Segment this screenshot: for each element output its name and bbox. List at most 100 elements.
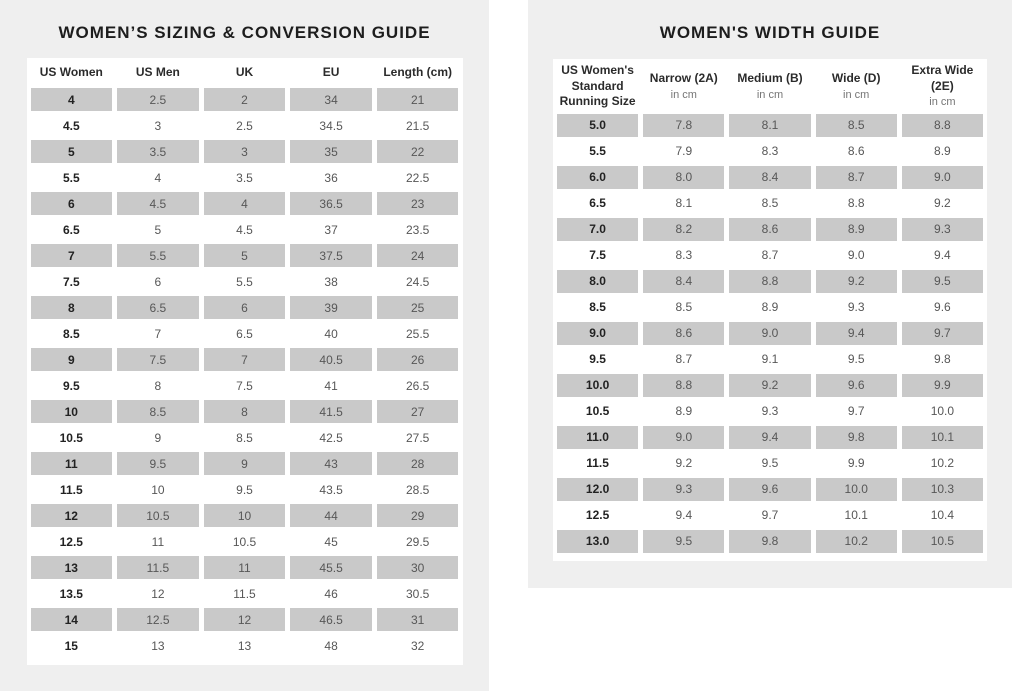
column-header: Medium (B) in cm	[729, 71, 810, 102]
table-cell: 7.0	[557, 217, 639, 241]
table-cell: 8.4	[729, 165, 811, 189]
table-cell: 21.5	[406, 118, 430, 133]
table-cell: 6	[154, 274, 162, 289]
table-cell: 8.7	[815, 165, 897, 189]
table-cell: 9.4	[729, 425, 811, 449]
table-row: 9.0 8.6 9.0 9.4 9.7	[557, 321, 983, 345]
table-row: 10.5 8.9 9.3 9.7 10.0	[557, 400, 983, 423]
table-cell: 9	[30, 348, 113, 371]
table-cell: 4	[203, 192, 286, 215]
table-row: 6 4.5 4 36.5 23	[30, 192, 459, 215]
column-header: Length (cm)	[383, 65, 453, 80]
table-cell: 3.5	[236, 170, 253, 185]
table-cell: 9.2	[729, 373, 811, 397]
table-cell: 9.2	[675, 456, 693, 471]
table-cell: 9.5	[847, 352, 865, 367]
column-header-label: US Women's Standard Running Size	[559, 63, 636, 109]
table-row: 7.0 8.2 8.6 8.9 9.3	[557, 217, 983, 241]
table-cell: 8.5	[117, 400, 199, 423]
table-cell: 8.5	[62, 326, 80, 341]
table-cell: 10	[151, 482, 165, 497]
table-cell: 6.5	[236, 326, 253, 341]
table-cell: 11	[203, 556, 286, 579]
table-cell: 13.5	[59, 586, 83, 601]
table-cell: 12	[203, 608, 286, 631]
table-cell: 12.0	[557, 477, 639, 501]
table-cell: 10.0	[557, 373, 639, 397]
table-row: 7.5 6 5.5 38 24.5	[31, 270, 459, 293]
table-cell: 9.0	[557, 321, 639, 345]
table-cell: 24	[376, 244, 459, 267]
table-cell: 9.6	[934, 300, 951, 315]
table-row: 11 9.5 9 43 28	[30, 452, 459, 475]
table-cell: 4	[30, 88, 113, 111]
table-cell: 9.6	[815, 373, 897, 397]
table-row: 12.5 9.4 9.7 10.1 10.4	[557, 504, 983, 527]
table-cell: 12.5	[117, 608, 199, 631]
table-cell: 9.2	[934, 196, 951, 211]
table-cell: 32	[411, 638, 425, 653]
table-cell: 37.5	[290, 244, 372, 267]
table-cell: 8.1	[675, 196, 693, 211]
table-row: 12.5 11 10.5 45 29.5	[31, 530, 459, 553]
table-cell: 11.0	[557, 425, 639, 449]
table-cell: 8.0	[557, 269, 639, 293]
table-cell: 2.5	[236, 118, 253, 133]
width-guide-table: US Women's Standard Running Size Narrow (…	[553, 59, 987, 561]
table-row: 7 5.5 5 37.5 24	[30, 244, 459, 267]
table-cell: 5.0	[557, 113, 639, 137]
table-cell: 8.7	[675, 352, 693, 367]
table-row: 14 12.5 12 46.5 31	[30, 608, 459, 631]
table-cell: 4.5	[236, 222, 253, 237]
table-cell: 24.5	[406, 274, 430, 289]
table-cell: 10.0	[930, 404, 955, 419]
table-cell: 9.4	[815, 321, 897, 345]
table-cell: 5	[154, 222, 162, 237]
table-cell: 9.5	[643, 529, 725, 553]
table-row: 10.0 8.8 9.2 9.6 9.9	[557, 373, 983, 397]
table-cell: 6.5	[589, 196, 606, 211]
table-cell: 7.5	[117, 348, 199, 371]
table-cell: 7.8	[643, 113, 725, 137]
table-cell: 31	[376, 608, 459, 631]
table-row: 6.5 5 4.5 37 23.5	[31, 218, 459, 241]
table-cell: 9.5	[117, 452, 199, 475]
table-cell: 11.5	[233, 586, 256, 601]
table-row: 13.0 9.5 9.8 10.2 10.5	[557, 529, 983, 553]
table-cell: 13	[151, 638, 165, 653]
table-cell: 29.5	[406, 534, 430, 549]
table-cell: 9.0	[847, 248, 865, 263]
table-cell: 34.5	[319, 118, 343, 133]
table-cell: 8.6	[729, 217, 811, 241]
column-header: UK	[235, 65, 254, 80]
table-cell: 7.5	[62, 274, 80, 289]
table-cell: 5.5	[236, 274, 253, 289]
table-row: 4 2.5 2 34 21	[30, 88, 459, 111]
table-row: 12.0 9.3 9.6 10.0 10.3	[557, 477, 983, 501]
table-cell: 8.5	[815, 113, 897, 137]
table-cell: 27	[376, 400, 459, 423]
table-cell: 12	[151, 586, 165, 601]
table-cell: 26	[376, 348, 459, 371]
table-cell: 10.2	[930, 456, 955, 471]
table-cell: 15	[64, 638, 78, 653]
width-table-body: 5.0 7.8 8.1 8.5 8.8 5.5 7.9 8.3 8.6 8.9 6.0 8.0 8.4 8…	[557, 113, 983, 553]
column-header: Wide (D) in cm	[816, 71, 897, 102]
table-row: 6.5 8.1 8.5 8.8 9.2	[557, 192, 983, 215]
table-cell: 9.7	[847, 404, 865, 419]
table-row: 11.5 10 9.5 43.5 28.5	[31, 478, 459, 501]
table-cell: 27.5	[406, 430, 430, 445]
table-cell: 8.9	[815, 217, 897, 241]
table-cell: 9.3	[643, 477, 725, 501]
table-cell: 8	[154, 378, 162, 393]
width-guide-panel: WOMEN'S WIDTH GUIDE US Women's Standard …	[528, 0, 1012, 588]
table-cell: 23.5	[406, 222, 430, 237]
table-cell: 8.8	[847, 196, 865, 211]
table-cell: 9.2	[815, 269, 897, 293]
table-row: 9.5 8 7.5 41 26.5	[31, 374, 459, 397]
table-cell: 43	[290, 452, 372, 475]
table-cell: 8.6	[847, 144, 865, 159]
table-cell: 4.5	[62, 118, 80, 133]
table-cell: 45.5	[290, 556, 372, 579]
table-row: 6.0 8.0 8.4 8.7 9.0	[557, 165, 983, 189]
